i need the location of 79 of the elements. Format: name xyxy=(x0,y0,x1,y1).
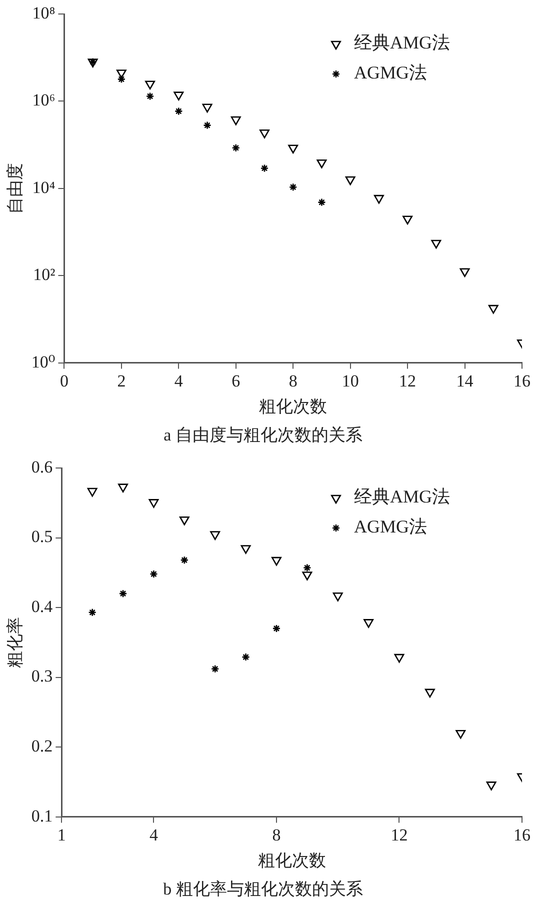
point xyxy=(431,240,442,249)
y-tick-label: 0.5 xyxy=(31,527,53,546)
point xyxy=(118,589,128,598)
point xyxy=(332,592,343,602)
x-tick-label: 4 xyxy=(149,825,158,844)
point xyxy=(148,499,159,508)
point xyxy=(202,104,212,113)
point xyxy=(242,652,250,662)
point xyxy=(272,624,281,633)
point xyxy=(203,121,212,130)
x-tick-label: 12 xyxy=(390,825,408,844)
point xyxy=(116,70,126,78)
y-tick-label: 10⁴ xyxy=(32,178,56,197)
point xyxy=(488,304,498,314)
point xyxy=(88,608,96,617)
point xyxy=(424,688,435,698)
point xyxy=(288,182,298,192)
y-tick-label: 10⁶ xyxy=(32,90,56,110)
legend-label: AGMG法 xyxy=(354,62,428,83)
point xyxy=(117,75,126,84)
y-tick-label: 10⁰ xyxy=(31,352,56,372)
x-tick-label: 8 xyxy=(288,371,298,390)
point xyxy=(374,194,384,204)
x-tick-label: 4 xyxy=(174,371,184,390)
x-tick-label: 10 xyxy=(342,371,359,390)
point xyxy=(345,176,356,186)
x-tick-label: 16 xyxy=(514,371,530,390)
point xyxy=(486,782,496,790)
y-tick-label: 10² xyxy=(33,265,56,284)
y-tick-label: 0.2 xyxy=(31,736,53,756)
point xyxy=(260,164,269,172)
point xyxy=(174,107,183,116)
point xyxy=(146,92,154,100)
point xyxy=(288,144,298,154)
point xyxy=(118,484,128,492)
x-tick-label: 16 xyxy=(514,825,530,844)
y-axis-title: 粗化率 xyxy=(6,616,25,668)
point xyxy=(460,268,470,278)
point xyxy=(303,564,312,572)
y-tick-label: 0.1 xyxy=(31,806,53,826)
x-tick-label: 0 xyxy=(60,371,68,390)
y-tick-label: 10⁸ xyxy=(32,3,56,22)
x-axis-title: 粗化次数 xyxy=(258,850,326,870)
y-tick-label: 0.3 xyxy=(31,666,53,686)
x-tick-label: 1 xyxy=(57,825,66,844)
point xyxy=(145,80,156,90)
point xyxy=(87,488,98,497)
point xyxy=(180,556,189,564)
point xyxy=(174,92,184,100)
point xyxy=(210,664,220,674)
y-tick-label: 0.4 xyxy=(31,596,54,616)
x-tick-label: 6 xyxy=(232,371,240,390)
x-tick-label: 12 xyxy=(399,371,416,390)
point xyxy=(240,545,251,554)
point xyxy=(260,129,270,138)
point xyxy=(402,216,413,225)
point xyxy=(456,730,466,739)
point xyxy=(394,654,404,663)
point xyxy=(150,570,158,578)
y-axis-title: 自由度 xyxy=(6,162,25,214)
y-tick-label: 0.6 xyxy=(31,457,53,476)
point xyxy=(316,159,327,168)
legend-label: 经典AMG法 xyxy=(354,486,450,507)
point xyxy=(179,516,190,526)
point xyxy=(364,619,374,628)
x-axis-title: 粗化次数 xyxy=(259,396,328,416)
legend-label: AGMG法 xyxy=(354,516,428,537)
point xyxy=(230,116,241,126)
point xyxy=(232,144,240,152)
point xyxy=(210,531,220,540)
point xyxy=(272,556,282,566)
text: a 自由度与粗化次数的关系 xyxy=(164,425,362,444)
x-tick-label: 8 xyxy=(272,825,281,844)
legend-label: 经典AMG法 xyxy=(354,32,450,53)
x-tick-label: 14 xyxy=(456,371,474,390)
text: b 粗化率与粗化次数的关系 xyxy=(163,879,363,898)
x-tick-label: 2 xyxy=(117,371,126,390)
point xyxy=(318,198,326,206)
point xyxy=(302,572,312,580)
